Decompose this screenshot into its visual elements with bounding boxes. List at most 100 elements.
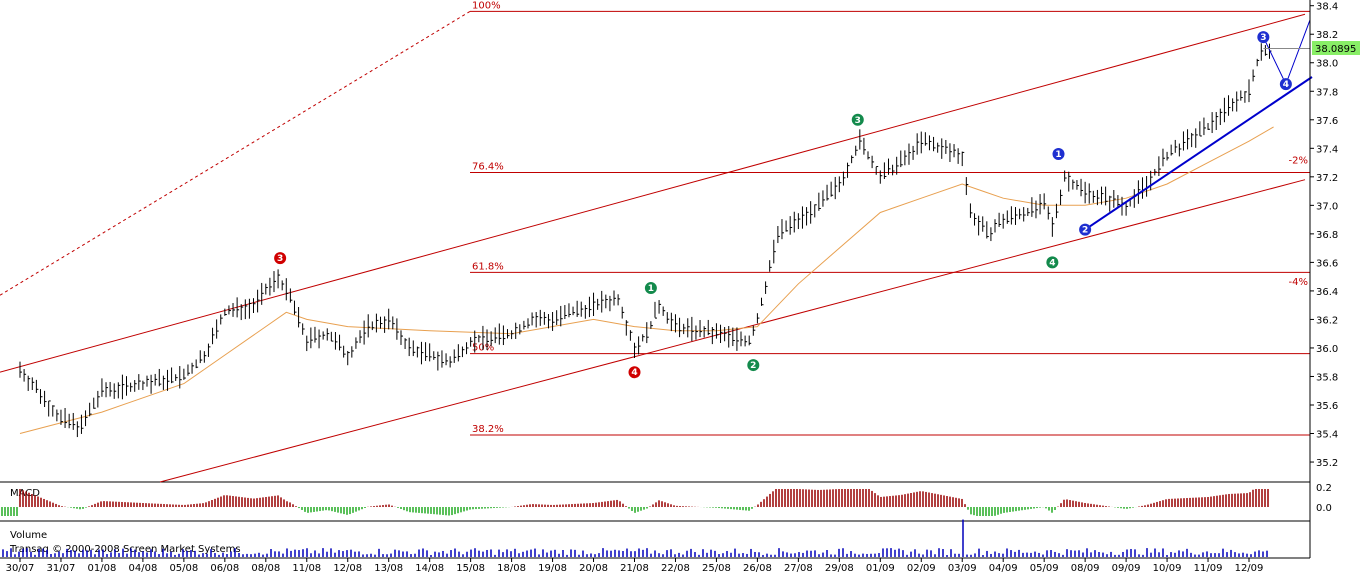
macd-label: MACD bbox=[10, 488, 40, 499]
wave-marker bbox=[274, 252, 287, 265]
x-tick-label: 20/08 bbox=[579, 563, 608, 573]
volume-panel: Volume Transaq © 2000-2008 Screen Market… bbox=[2, 519, 1268, 557]
copyright-text: Transaq © 2000-2008 Screen Market System… bbox=[9, 544, 241, 555]
fib-level-label: 61.8% bbox=[472, 261, 504, 272]
x-tick-label: 06/08 bbox=[210, 563, 239, 573]
wave-marker-label: 1 bbox=[648, 284, 654, 294]
y-tick-label: 37.8 bbox=[1316, 87, 1338, 98]
wave-markers: 3 4 1 2 3 4 1 2 3 4 bbox=[274, 31, 1292, 379]
wave-marker-label: 4 bbox=[1283, 80, 1289, 90]
y-tick-label: 38.2 bbox=[1316, 30, 1338, 41]
x-tick-label: 29/08 bbox=[825, 563, 854, 573]
macd-panel: MACD 0.2 0.0 bbox=[0, 483, 1332, 522]
wave-marker bbox=[851, 113, 864, 126]
volume-label: Volume bbox=[10, 530, 47, 541]
x-tick-label: 02/09 bbox=[907, 563, 936, 573]
y-tick-label: 35.4 bbox=[1316, 430, 1338, 441]
y-tick-label: 36.4 bbox=[1316, 287, 1338, 298]
x-tick-label: 31/07 bbox=[47, 563, 76, 573]
fibonacci-levels: 100%76.4%61.8%50%38.2%-2%-4% bbox=[470, 0, 1310, 436]
x-tick-label: 03/09 bbox=[948, 563, 977, 573]
x-tick-label: 12/09 bbox=[1235, 563, 1264, 573]
x-tick-label: 05/09 bbox=[1030, 563, 1059, 573]
x-tick-label: 01/08 bbox=[88, 563, 117, 573]
percent-label: -4% bbox=[1289, 277, 1308, 288]
wave-marker-label: 4 bbox=[631, 368, 637, 378]
x-tick-label: 19/08 bbox=[538, 563, 567, 573]
x-tick-label: 08/08 bbox=[251, 563, 280, 573]
wave-marker-label: 4 bbox=[1049, 258, 1055, 268]
x-tick-label: 10/09 bbox=[1153, 563, 1182, 573]
wave-marker bbox=[1046, 256, 1059, 269]
wave-support-line bbox=[1084, 76, 1313, 231]
last-price-badge: 38.0895 bbox=[1312, 41, 1360, 55]
wave-marker bbox=[1279, 78, 1292, 91]
y-tick-label: 37.2 bbox=[1316, 173, 1338, 184]
y-tick-label: 36.0 bbox=[1316, 344, 1338, 355]
last-price-background bbox=[1312, 41, 1360, 55]
wave-marker-label: 2 bbox=[1082, 226, 1088, 236]
wave-projection-line bbox=[1262, 19, 1311, 86]
macd-histogram bbox=[1, 489, 1269, 516]
last-price-label: 38.0895 bbox=[1315, 44, 1356, 55]
wave-marker-label: 1 bbox=[1055, 150, 1061, 160]
y-tick-label: 37.6 bbox=[1316, 116, 1338, 127]
x-tick-label: 21/08 bbox=[620, 563, 649, 573]
fib-level-label: 100% bbox=[472, 0, 501, 11]
percent-label: -2% bbox=[1289, 156, 1308, 167]
y-tick-label: 36.8 bbox=[1316, 230, 1338, 241]
moving-average-line bbox=[19, 126, 1274, 434]
wave-marker-label: 2 bbox=[750, 361, 756, 371]
y-tick-label: 37.4 bbox=[1316, 144, 1338, 155]
x-tick-label: 27/08 bbox=[784, 563, 813, 573]
wave-trendlines bbox=[1084, 19, 1313, 231]
x-tick-label: 22/08 bbox=[661, 563, 690, 573]
fib-level-label: 76.4% bbox=[472, 162, 504, 173]
x-tick-label: 11/08 bbox=[292, 563, 321, 573]
wave-marker-label: 3 bbox=[1260, 33, 1266, 43]
x-tick-label: 05/08 bbox=[169, 563, 198, 573]
x-tick-label: 04/08 bbox=[128, 563, 157, 573]
x-tick-label: 26/08 bbox=[743, 563, 772, 573]
x-tick-label: 12/08 bbox=[333, 563, 362, 573]
y-tick-label: 38.0 bbox=[1316, 59, 1338, 70]
macd-tick-0.0: 0.0 bbox=[1316, 503, 1332, 514]
x-tick-label: 13/08 bbox=[374, 563, 403, 573]
wave-marker bbox=[1052, 148, 1065, 161]
x-axis: 30/07 31/07 01/08 04/08 05/08 06/08 08/08 11/08… bbox=[6, 558, 1264, 573]
x-tick-label: 18/08 bbox=[497, 563, 526, 573]
y-tick-label: 38.4 bbox=[1316, 2, 1338, 13]
volume-bars bbox=[2, 519, 1268, 557]
dashed-projection-line bbox=[0, 10, 471, 296]
x-tick-label: 25/08 bbox=[702, 563, 731, 573]
x-tick-label: 04/09 bbox=[989, 563, 1018, 573]
trend-channel bbox=[0, 10, 1306, 483]
wave-marker bbox=[628, 366, 641, 379]
channel-upper-line bbox=[0, 13, 1306, 373]
y-tick-label: 35.6 bbox=[1316, 401, 1338, 412]
x-tick-label: 08/09 bbox=[1071, 563, 1100, 573]
wave-marker bbox=[1257, 31, 1270, 44]
wave-marker-label: 3 bbox=[855, 116, 861, 126]
y-tick-label: 35.2 bbox=[1316, 458, 1338, 469]
price-bars bbox=[19, 43, 1272, 438]
wave-marker bbox=[747, 359, 760, 372]
y-axis: 38.4 38.2 38.0 37.8 37.6 37.4 37.2 37.0 36.8 36.6… bbox=[1310, 2, 1338, 469]
wave-marker-label: 3 bbox=[277, 254, 283, 264]
x-tick-label: 15/08 bbox=[456, 563, 485, 573]
moving-average bbox=[19, 126, 1274, 434]
x-tick-label: 09/09 bbox=[1112, 563, 1141, 573]
y-tick-label: 36.2 bbox=[1316, 315, 1338, 326]
y-tick-label: 35.8 bbox=[1316, 372, 1338, 383]
wave-marker bbox=[1079, 223, 1092, 236]
y-tick-label: 36.6 bbox=[1316, 258, 1338, 269]
y-tick-label: 37.0 bbox=[1316, 201, 1338, 212]
x-tick-label: 30/07 bbox=[6, 563, 35, 573]
fib-level-label: 38.2% bbox=[472, 424, 504, 435]
wave-marker bbox=[644, 282, 657, 295]
x-tick-label: 01/09 bbox=[866, 563, 895, 573]
macd-tick-0.2: 0.2 bbox=[1316, 483, 1332, 494]
x-tick-label: 14/08 bbox=[415, 563, 444, 573]
